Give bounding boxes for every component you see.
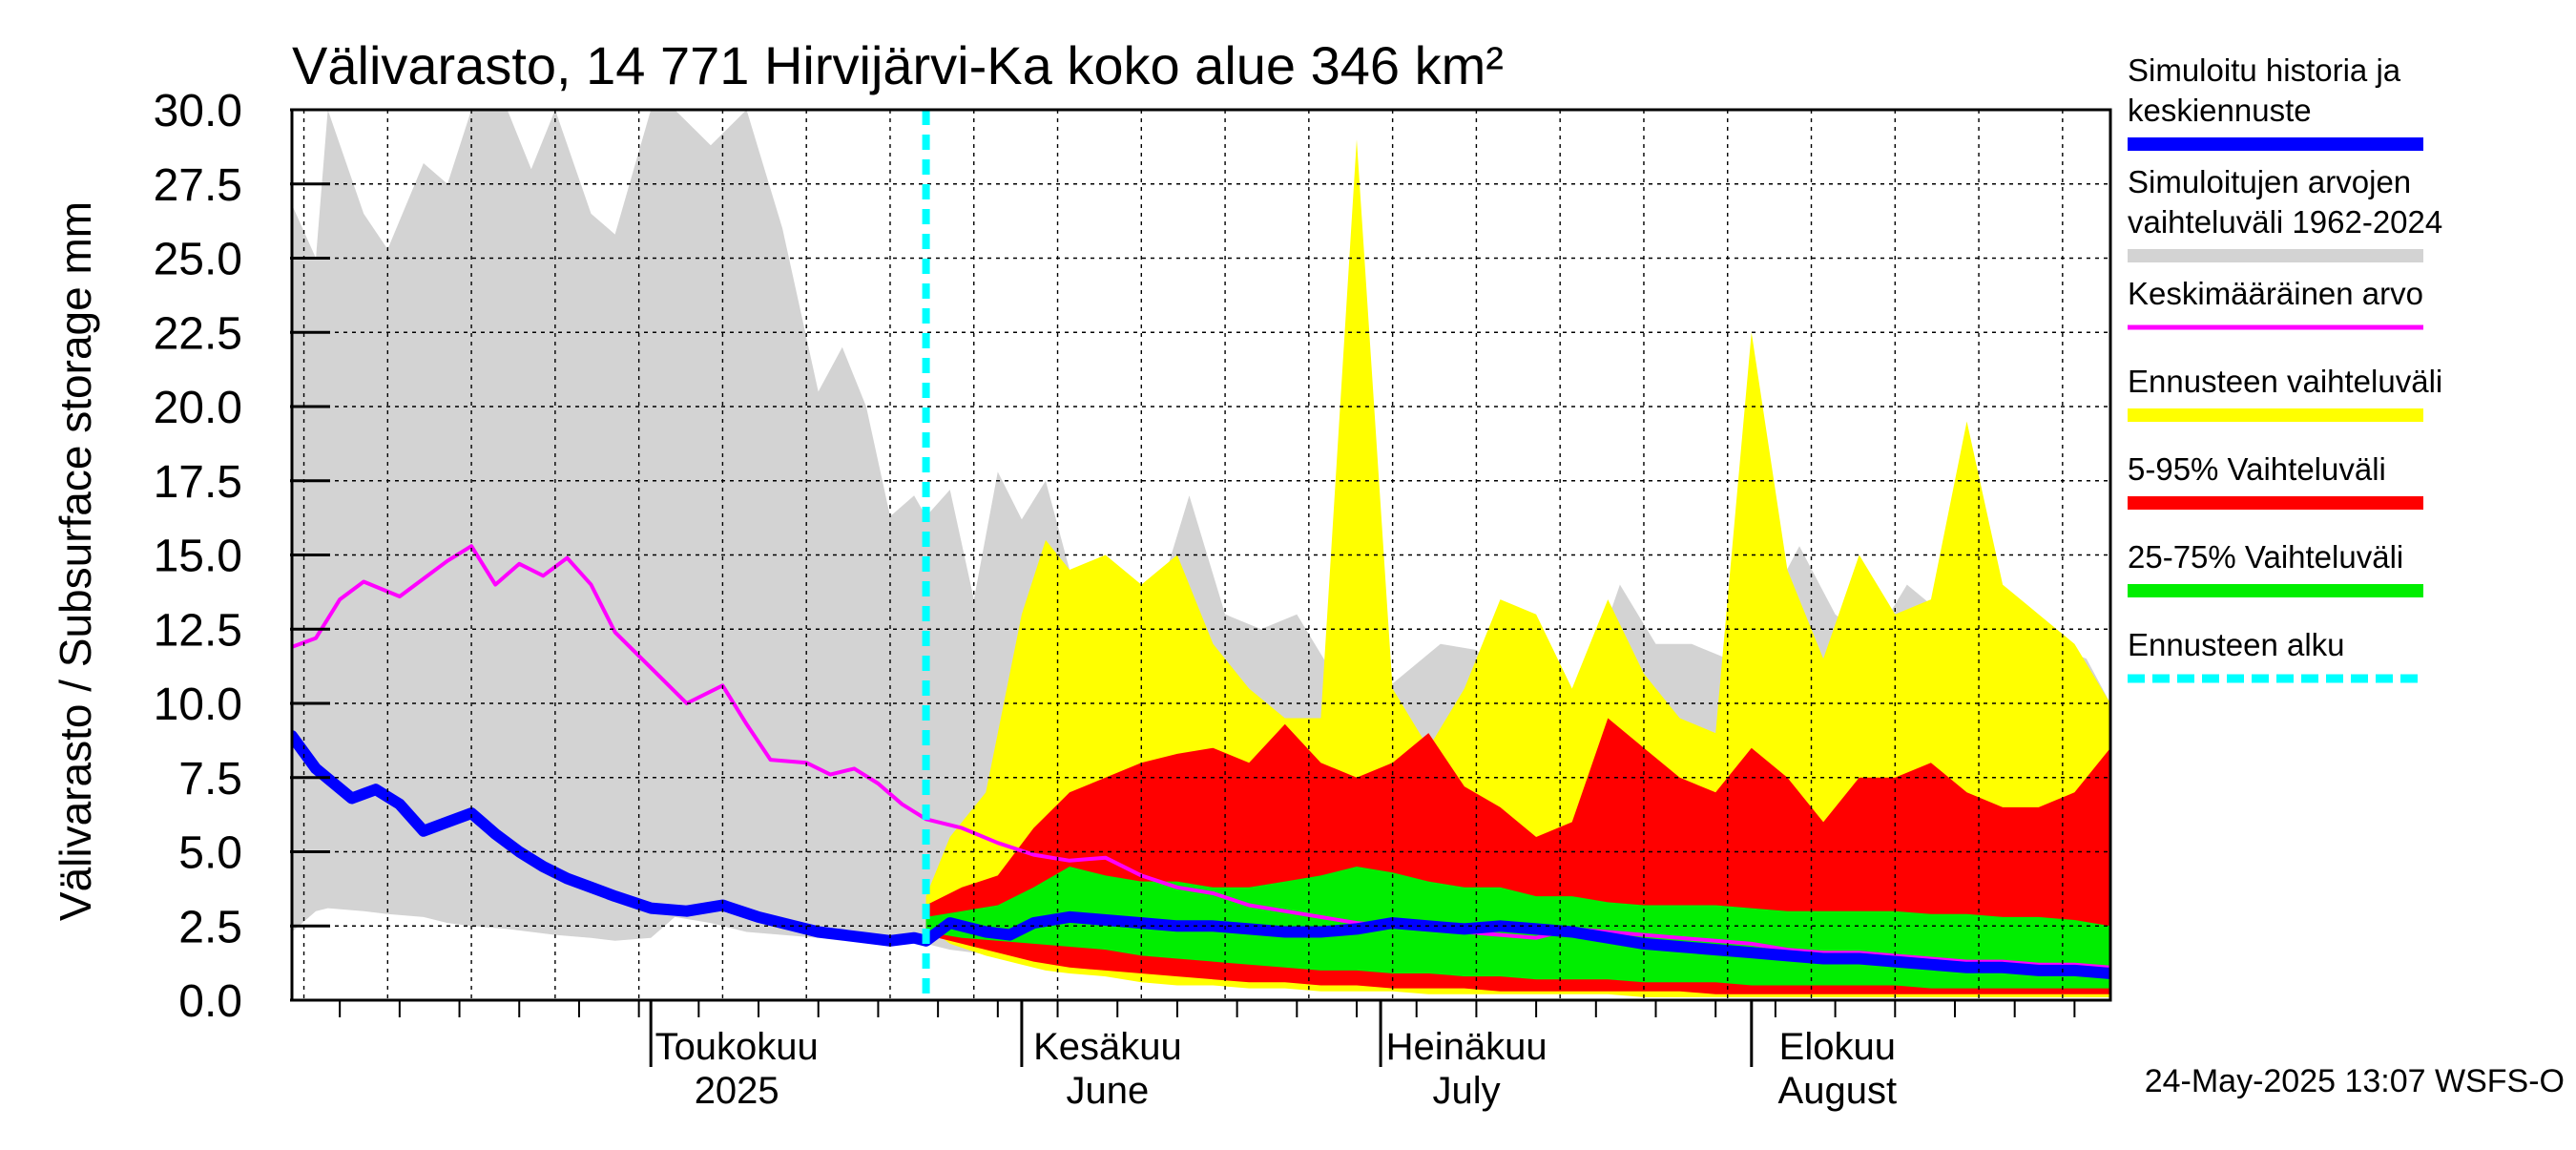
plot-area: 0.0 2.5 5.0 7.5 10.0 12.5 15.0 17.5 20.0 22.5 25.0… [154, 86, 2112, 1112]
y-tick-label: 0.0 [178, 976, 242, 1027]
y-axis-label: Välivarasto / Subsurface storage mm [51, 201, 100, 921]
legend-item: Keskimääräinen arvo [2128, 276, 2423, 330]
x-month-label: Toukokuu [655, 1026, 819, 1068]
x-month-label: Heinäkuu [1386, 1026, 1548, 1068]
legend-item: Ennusteen vaihteluväli [2128, 364, 2442, 422]
y-tick-label: 7.5 [178, 754, 242, 805]
x-month-label-sub: June [1067, 1070, 1150, 1112]
legend-label: 25-75% Vaihteluväli [2128, 539, 2403, 575]
legend-label: vaihteluväli 1962-2024 [2128, 204, 2442, 240]
legend-label: Ennusteen alku [2128, 627, 2345, 662]
legend-label: 5-95% Vaihteluväli [2128, 451, 2386, 487]
legend-item: Simuloitu historia ja keskiennuste [2128, 52, 2423, 151]
y-tick-label: 2.5 [178, 902, 242, 952]
legend-label: Keskimääräinen arvo [2128, 276, 2423, 311]
grid-lines [292, 110, 2110, 1000]
x-month-label: Elokuu [1779, 1026, 1896, 1068]
legend-item: 5-95% Vaihteluväli [2128, 451, 2423, 510]
legend-item: Ennusteen alku [2128, 627, 2423, 683]
mean-line [292, 544, 2110, 970]
legend-item: 25-75% Vaihteluväli [2128, 539, 2423, 597]
legend-item: Simuloitujen arvojen vaihteluväli 1962-20… [2128, 164, 2442, 262]
timestamp-footer: 24-May-2025 13:07 WSFS-O [2145, 1063, 2565, 1099]
y-tick-label: 20.0 [154, 383, 242, 433]
series-layer [292, 110, 2110, 997]
chart-title: Välivarasto, 14 771 Hirvijärvi-Ka koko a… [292, 35, 1504, 95]
x-month-label: Kesäkuu [1033, 1026, 1182, 1068]
y-tick-label: 12.5 [154, 605, 242, 656]
legend-label: Ennusteen vaihteluväli [2128, 364, 2442, 399]
y-tick-label: 30.0 [154, 86, 242, 136]
y-tick-label: 22.5 [154, 308, 242, 359]
x-month-label-sub: August [1778, 1070, 1898, 1112]
median-line [292, 730, 2110, 979]
y-tick-label: 25.0 [154, 235, 242, 285]
y-tick-label: 10.0 [154, 680, 242, 730]
y-tick-label: 5.0 [178, 828, 242, 879]
legend-label: Simuloitujen arvojen [2128, 164, 2411, 199]
y-tick-label: 15.0 [154, 532, 242, 582]
x-month-label-sub: 2025 [695, 1070, 779, 1112]
legend: Simuloitu historia jakeskiennusteSimuloi… [2128, 52, 2442, 683]
y-tick-label: 27.5 [154, 160, 242, 211]
y-tick-label: 17.5 [154, 457, 242, 508]
legend-label: Simuloitu historia ja [2128, 52, 2401, 88]
legend-label: keskiennuste [2128, 93, 2312, 128]
x-month-label-sub: July [1433, 1070, 1501, 1112]
